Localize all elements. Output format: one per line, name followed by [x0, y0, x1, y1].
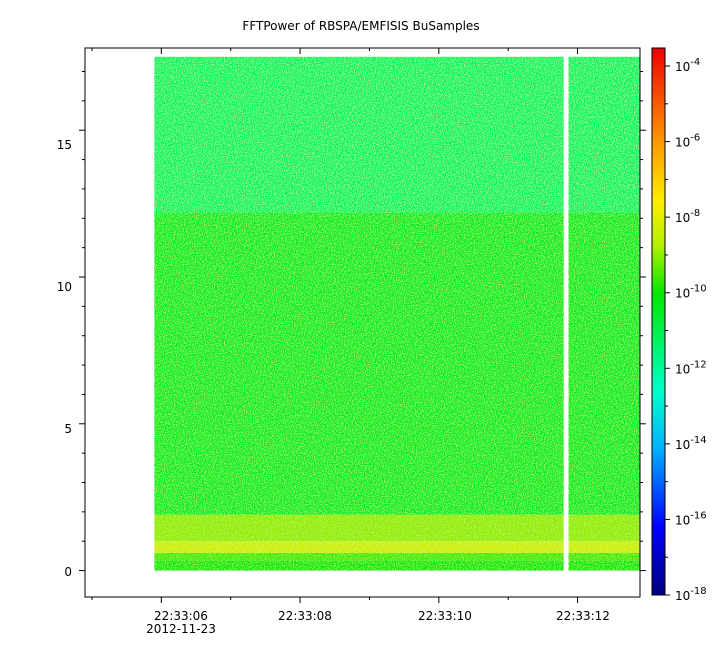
- colorbar-tick-label: 10-6: [675, 133, 700, 150]
- spectrogram-band: [154, 541, 640, 553]
- y-tick-label: 10: [57, 280, 72, 294]
- colorbar-tick-label: 10-8: [675, 208, 700, 225]
- spectrogram-band: [154, 56, 640, 213]
- y-tick-label: 5: [64, 422, 72, 436]
- data-gap: [563, 55, 569, 572]
- colorbar-gradient: [651, 47, 666, 596]
- x-axis: 22:33:06 2012-11-23 22:33:08 22:33:10 22…: [91, 48, 610, 636]
- colorbar: 10-4 10-6 10-8 10-10 10-12 10-14 10-16 10-18: [651, 47, 707, 603]
- spectrogram-band: [154, 212, 640, 515]
- y-tick-label: 0: [64, 565, 72, 579]
- spectrogram-image: [154, 56, 640, 571]
- spectrogram-band: [154, 560, 640, 571]
- y-axis: 0 5 10 15: [57, 70, 646, 579]
- x-tick-date-label: 2012-11-23: [146, 622, 216, 636]
- colorbar-tick-label: 10-4: [675, 57, 700, 74]
- colorbar-tick-label: 10-14: [675, 435, 707, 452]
- x-tick-label: 22:33:08: [278, 609, 332, 623]
- colorbar-tick-label: 10-16: [675, 510, 707, 527]
- x-tick-label: 22:33:10: [418, 609, 472, 623]
- spectrogram-band: [154, 514, 640, 542]
- x-tick-label: 22:33:06: [154, 609, 208, 623]
- colorbar-tick-label: 10-12: [675, 359, 707, 376]
- spectrogram-band: [154, 552, 640, 561]
- plot-frame: [84, 47, 641, 598]
- chart-title: FFTPower of RBSPA/EMFISIS BuSamples: [242, 19, 479, 33]
- y-tick-label: 15: [57, 138, 72, 152]
- colorbar-tick-label: 10-10: [675, 284, 707, 301]
- colorbar-tick-label: 10-18: [675, 586, 707, 603]
- plot-area: [84, 47, 641, 598]
- x-tick-label: 22:33:12: [556, 609, 610, 623]
